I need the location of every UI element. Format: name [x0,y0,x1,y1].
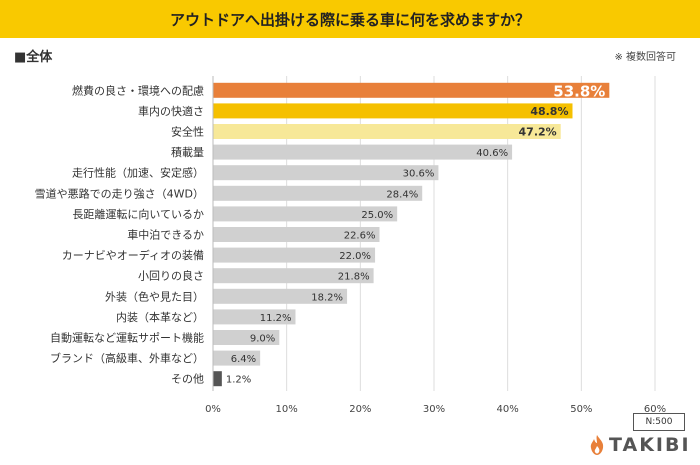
bar [213,124,561,139]
data-label: 28.4% [386,189,418,200]
category-label: 走行性能（加速、安定感） [72,166,204,180]
category-label: カーナビやオーディオの装備 [62,248,204,262]
category-label: 外装（色や見た目） [105,289,204,303]
brand-name: TAKIBI [609,434,691,456]
flame-icon [590,435,604,455]
x-tick-label: 30% [423,404,445,415]
bar [213,330,280,345]
category-label: 小回りの良さ [138,269,204,283]
bar [213,371,222,387]
data-label: 9.0% [250,334,275,345]
data-label: 18.2% [311,292,343,303]
bar [213,82,610,98]
x-tick-label: 60% [644,404,666,415]
data-label: 48.8% [530,105,568,118]
data-label: 40.6% [476,148,508,159]
data-label: 47.2% [519,126,557,139]
category-label: ブランド（高級車、外車など） [50,351,204,365]
data-label: 11.2% [260,313,292,324]
bar [213,103,573,119]
data-label: 25.0% [361,210,393,221]
category-label: 雪道や悪路での走り強さ（4WD） [35,186,204,200]
category-label: 自動運転など運転サポート機能 [50,331,204,345]
x-tick-label: 10% [276,404,298,415]
bar [213,350,261,366]
x-tick-label: 40% [497,404,519,415]
data-label: 21.8% [338,272,370,283]
bar [213,268,374,284]
bar [213,206,398,222]
data-label: 53.8% [553,82,605,100]
category-label: 長距離運転に向いているか [72,207,204,221]
category-label: 安全性 [171,125,204,139]
bar [213,144,513,160]
category-label: 車中泊できるか [127,228,204,242]
category-label: 車内の快適さ [138,104,204,118]
chart-title: アウトドアへ出掛ける際に乗る車に何を求めますか？ [0,0,700,38]
bar [213,227,380,242]
brand-logo: TAKIBI [588,432,691,458]
category-label: その他 [171,373,204,386]
data-label: 22.0% [339,251,371,262]
category-label: 内装（本革など） [116,310,204,324]
bar [213,288,348,304]
section-label: ■全体 [14,50,53,65]
data-label: 6.4% [231,354,256,365]
x-tick-label: 20% [349,404,371,415]
x-tick-label: 0% [205,404,221,415]
sample-size-box: N:500 [633,413,685,431]
bar [213,247,376,263]
bar [213,309,296,325]
category-label: 燃費の良さ・環境への配慮 [72,83,204,97]
data-label: 30.6% [403,169,435,180]
category-label: 積載量 [171,145,204,159]
bar [213,165,439,181]
data-label: 1.2% [226,375,251,386]
x-tick-label: 50% [570,404,592,415]
bar [213,185,423,201]
multiple-answer-note: ※ 複数回答可 [614,52,676,63]
data-label: 22.6% [344,231,376,242]
